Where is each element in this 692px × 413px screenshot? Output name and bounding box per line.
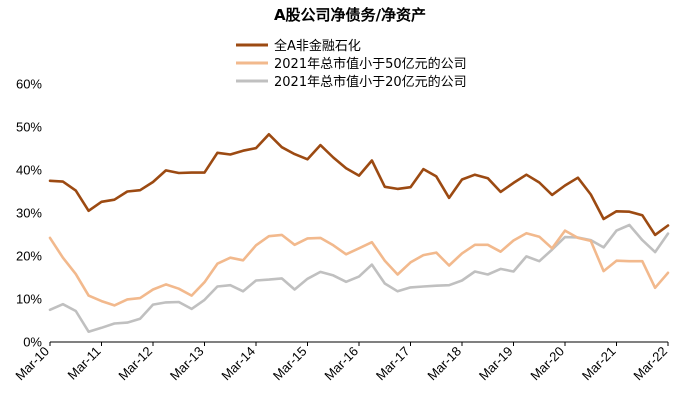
legend-label-series-3: 2021年总市值小于20亿元的公司 — [274, 74, 467, 90]
y-tick-label: 10% — [16, 292, 42, 307]
x-tick-label: Mar-17 — [373, 344, 413, 384]
x-tick-label: Mar-18 — [424, 344, 464, 384]
x-tick-label: Mar-14 — [218, 344, 258, 384]
x-tick-label: Mar-19 — [476, 344, 516, 384]
legend-label-series-2: 2021年总市值小于50亿元的公司 — [274, 56, 467, 72]
x-tick-label: Mar-12 — [115, 344, 155, 384]
axes: 0%10%20%30%40%50%60%Mar-10 Mar-11 Mar-12 Ma… — [12, 77, 670, 384]
x-tick-label: Mar-16 — [321, 344, 361, 384]
x-tick-label: Mar-21 — [579, 344, 619, 384]
series-line-2 — [48, 229, 670, 307]
y-tick-label: 40% — [16, 163, 42, 178]
y-tick-label: 60% — [16, 77, 42, 92]
plot-area — [48, 133, 670, 334]
y-tick-label: 50% — [16, 120, 42, 135]
y-tick-label: 0% — [23, 335, 42, 350]
series-line-3 — [48, 223, 670, 334]
x-tick-label: Mar-13 — [167, 344, 207, 384]
legend-label-series-1: 全A非金融石化 — [274, 38, 361, 54]
y-tick-label: 20% — [16, 249, 42, 264]
x-tick-label: Mar-20 — [527, 344, 567, 384]
series-line-1 — [48, 133, 670, 237]
x-tick-label: Mar-15 — [270, 344, 310, 384]
x-tick-label: Mar-11 — [65, 344, 104, 383]
x-tick-label: Mar-22 — [630, 344, 670, 384]
chart-title: A股公司净债务/净资产 — [274, 6, 426, 24]
legend: 全A非金融石化 2021年总市值小于50亿元的公司 2021年总市值小于20亿元… — [236, 38, 467, 90]
y-tick-label: 30% — [16, 206, 42, 221]
